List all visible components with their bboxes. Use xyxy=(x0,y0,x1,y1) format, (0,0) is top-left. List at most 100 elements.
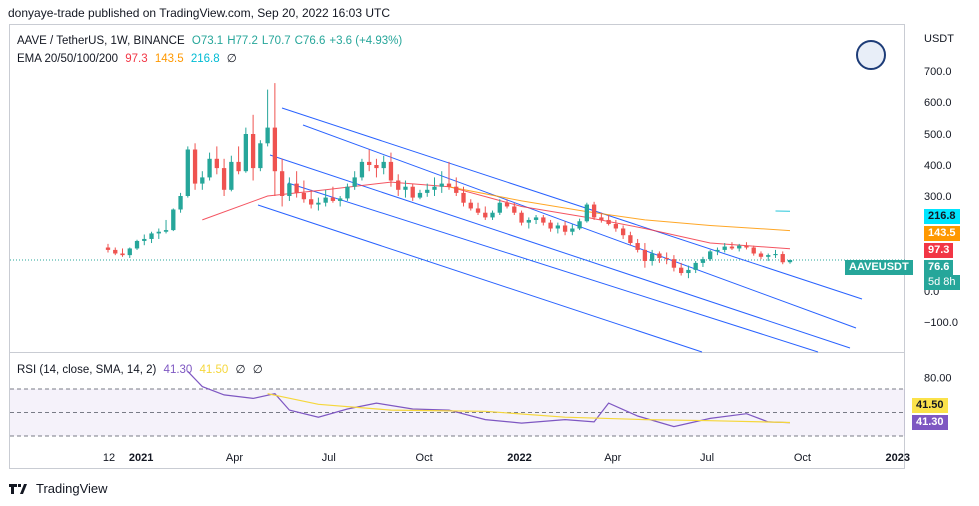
currency-label: USDT xyxy=(924,33,954,45)
candle-body xyxy=(671,259,677,268)
ema20-tag: 97.3 xyxy=(924,243,954,258)
rsi-extra-2: ∅ xyxy=(252,364,263,376)
ohlc-change: +3.6 (+4.93%) xyxy=(329,35,403,47)
candle-body xyxy=(287,183,292,196)
symbol-name[interactable]: AAVE / TetherUS, 1W, BINANCE xyxy=(17,35,185,47)
footer-brand[interactable]: TradingView xyxy=(8,481,108,496)
ema-line xyxy=(448,186,791,232)
candle-body xyxy=(504,202,510,207)
time-tick-label: 2021 xyxy=(129,452,153,464)
candle-body xyxy=(649,253,655,261)
candle-body xyxy=(773,254,778,256)
ema-legend[interactable]: EMA 20/50/100/200 97.3 143.5 216.8 ∅ xyxy=(17,51,241,65)
ema50-value: 143.5 xyxy=(154,53,184,65)
rsi-value: 41.30 xyxy=(163,364,193,376)
candle-body xyxy=(787,260,793,263)
candle-body xyxy=(715,249,720,252)
time-tick-label: Apr xyxy=(604,452,621,464)
candle-body xyxy=(294,183,299,193)
rsi-sma-tag: 41.50 xyxy=(912,398,948,413)
ema100-tag: 216.8 xyxy=(924,209,960,224)
rsi-legend[interactable]: RSI (14, close, SMA, 14, 2) 41.30 41.50 … xyxy=(17,362,267,376)
time-tick-label: 2023 xyxy=(886,452,910,464)
candle-body xyxy=(214,158,219,169)
rsi-lines xyxy=(187,370,791,428)
price-tick-label: 300.0 xyxy=(924,191,952,203)
candle-body xyxy=(330,197,336,201)
candle-body xyxy=(236,161,241,172)
candle-body xyxy=(686,269,691,274)
candle-body xyxy=(417,192,423,198)
candle-body xyxy=(599,217,604,220)
symbol-tag[interactable]: AAVEUSDT xyxy=(845,260,913,275)
candle-body xyxy=(127,248,132,256)
candle-body xyxy=(352,177,357,187)
candle-body xyxy=(381,161,386,169)
author-logo xyxy=(856,40,886,70)
candle-body xyxy=(142,238,147,241)
candle-body xyxy=(265,127,270,144)
candle-body xyxy=(526,219,531,223)
candle-body xyxy=(171,209,176,231)
candle-body xyxy=(432,186,437,190)
channel-line xyxy=(281,107,863,300)
candle-body xyxy=(751,247,756,254)
time-tick-label: Jul xyxy=(700,452,714,464)
publish-header: donyaye-trade published on TradingView.c… xyxy=(8,6,391,20)
candle-body xyxy=(323,197,328,203)
candle-body xyxy=(708,251,713,260)
candle-body xyxy=(229,161,234,190)
time-tick-label: Oct xyxy=(794,452,811,464)
candle-body xyxy=(468,202,473,209)
candle-body xyxy=(403,186,408,190)
ohlc-low: L70.7 xyxy=(261,35,291,47)
footer-brand-text: TradingView xyxy=(36,481,108,496)
time-tick-label: 12 xyxy=(103,452,115,464)
candle-body xyxy=(200,177,205,184)
ema50-tag: 143.5 xyxy=(924,226,960,241)
candle-body xyxy=(664,257,669,260)
price-tick-label: 700.0 xyxy=(924,66,952,78)
bar-countdown-tag: 5d 8h xyxy=(924,275,960,290)
candle-body xyxy=(780,254,785,263)
candle-body xyxy=(105,247,111,250)
candle-body xyxy=(693,262,698,270)
candle-body xyxy=(642,249,648,261)
time-tick-label: Apr xyxy=(226,452,243,464)
channel-line xyxy=(269,154,851,349)
candle-body xyxy=(584,204,590,222)
candle-body xyxy=(766,255,771,257)
price-tick-label: 500.0 xyxy=(924,129,952,141)
candle-body xyxy=(308,199,314,205)
candle-body xyxy=(185,149,190,196)
price-tick-label: −100.0 xyxy=(924,317,958,329)
candle-body xyxy=(134,240,140,249)
candle-body xyxy=(628,235,633,244)
pane-separator[interactable] xyxy=(9,352,905,353)
candle-body xyxy=(497,202,502,213)
candle-body xyxy=(163,230,169,232)
candle-body xyxy=(425,189,430,193)
candle-body xyxy=(156,231,161,234)
time-tick-label: Jul xyxy=(322,452,336,464)
candles xyxy=(105,83,793,279)
candle-body xyxy=(679,267,684,274)
candle-body xyxy=(570,228,575,232)
candle-body xyxy=(744,245,749,248)
ohlc-open: O73.1 xyxy=(191,35,224,47)
ema100-value: 216.8 xyxy=(190,53,220,65)
candle-body xyxy=(519,212,524,223)
symbol-legend[interactable]: AAVE / TetherUS, 1W, BINANCE O73.1 H77.2 L… xyxy=(17,35,406,47)
candle-body xyxy=(374,165,379,169)
tradingview-logo-icon xyxy=(9,483,27,494)
trend-channels xyxy=(257,107,863,353)
candle-body xyxy=(120,253,125,256)
ema-label[interactable]: EMA 20/50/100/200 xyxy=(17,53,119,65)
candle-body xyxy=(541,217,546,223)
candle-body xyxy=(410,186,415,198)
candle-body xyxy=(279,171,285,196)
rsi-label[interactable]: RSI (14, close, SMA, 14, 2) xyxy=(17,364,157,376)
candle-body xyxy=(635,243,640,250)
ohlc-close: C76.6 xyxy=(294,35,326,47)
